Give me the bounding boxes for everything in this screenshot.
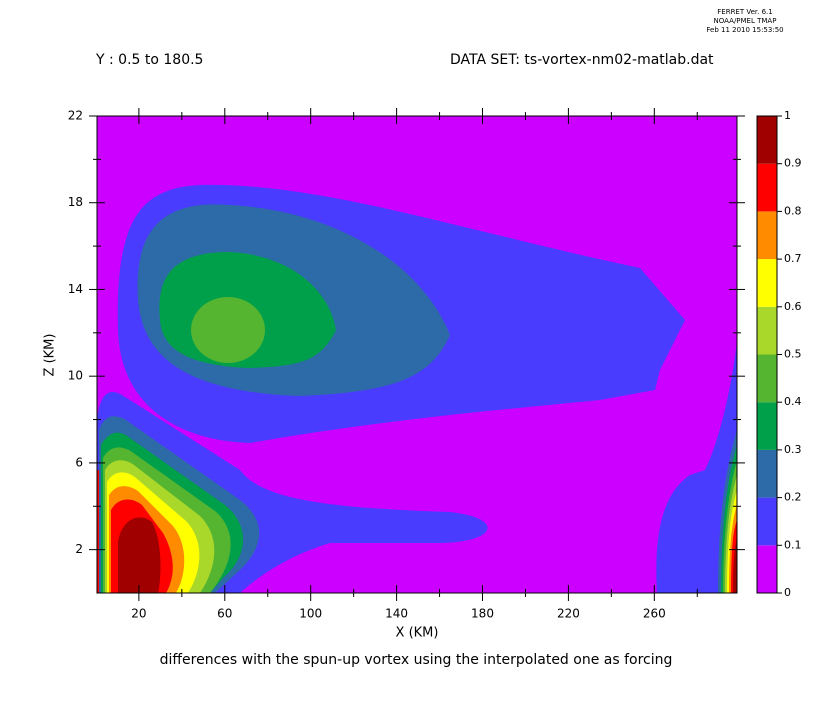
contour-field [97,116,737,593]
colorbar-band [757,402,777,450]
y-tick-label: 6 [75,455,83,469]
colorbar-label: 1 [784,109,791,122]
chart-title: differences with the spun-up vortex usin… [160,652,673,668]
colorbar-band [757,211,777,260]
colorbar-band [757,163,777,212]
colorbar-label: 0.6 [784,300,802,313]
x-tick-label: 60 [217,607,232,621]
colorbar-label: 0.9 [784,157,802,170]
colorbar-band [757,306,777,355]
plot-frame [96,115,738,594]
colorbar-label: 0.1 [784,538,802,551]
subtitle-left: Y : 0.5 to 180.5 [95,52,203,68]
contour-region [656,340,737,593]
x-axis-label: X (KM) [396,626,439,641]
y-axis-label: Z (KM) [43,334,58,377]
colorbar-band [757,497,777,546]
colorbar-label: 0.4 [784,395,802,408]
colorbar-label: 0 [784,586,791,599]
colorbar-label: 0.5 [784,348,802,361]
colorbar-band [757,354,777,403]
x-tick-label: 260 [643,607,666,621]
x-tick-label: 140 [385,607,408,621]
x-tick-label: 220 [557,607,580,621]
contour-region [733,538,737,593]
header-line: FERRET Ver. 6.1 [717,8,772,16]
x-tick-label: 180 [471,607,494,621]
colorbar-band [757,259,777,307]
colorbar-label: 0.8 [784,204,802,217]
colorbar-label: 0.3 [784,443,802,456]
colorbar-label: 0.7 [784,252,802,265]
colorbar-band [757,545,777,593]
x-tick-label: 20 [131,607,146,621]
colorbar-label: 0.2 [784,491,802,504]
y-tick-label: 2 [75,542,83,556]
y-tick-label: 18 [68,195,83,209]
header-line: Feb 11 2010 15:53:50 [706,26,783,34]
x-tick-label: 100 [299,607,322,621]
y-tick-label: 14 [68,282,83,296]
header-line: NOAA/PMEL TMAP [714,17,777,25]
subtitle-right: DATA SET: ts-vortex-nm02-matlab.dat [450,52,714,68]
y-tick-label: 10 [68,369,83,383]
contour-region [191,297,265,363]
y-tick-label: 22 [68,109,83,123]
colorbar-band [757,449,777,498]
colorbar-band [757,116,777,164]
contour-region [118,517,161,593]
